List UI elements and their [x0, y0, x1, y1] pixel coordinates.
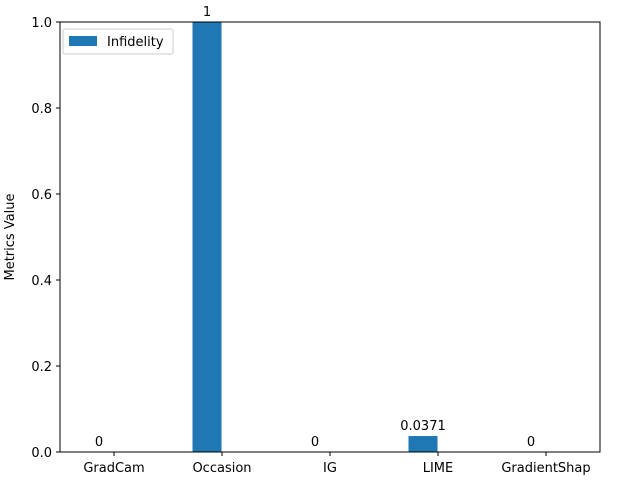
- data-labels-layer: 0 1 0 0.0371 0: [95, 5, 535, 450]
- y-axis-label: Metrics Value: [3, 193, 18, 280]
- bar-occasion: [192, 22, 222, 452]
- data-label-gradientshap: 0: [527, 435, 535, 450]
- x-axis: GradCam Occasion IG LIME GradientShap: [83, 452, 591, 476]
- y-axis: 0.0 0.2 0.4 0.6 0.8 1.0: [31, 16, 60, 461]
- bar-lime: [408, 436, 438, 452]
- legend-label-infidelity: Infidelity: [107, 35, 164, 50]
- x-tick-label-gradcam: GradCam: [83, 461, 144, 476]
- legend-box: [62, 28, 174, 55]
- x-tick-label-lime: LIME: [423, 461, 454, 476]
- legend: Infidelity: [62, 28, 174, 55]
- x-tick-label-occasion: Occasion: [192, 461, 251, 476]
- bars-layer: [192, 22, 438, 452]
- y-tick-label-2: 0.4: [31, 274, 52, 289]
- data-label-gradcam: 0: [95, 435, 103, 450]
- data-label-ig: 0: [311, 435, 319, 450]
- y-tick-label-3: 0.6: [31, 188, 52, 203]
- legend-swatch-infidelity: [69, 36, 97, 46]
- plot-frame: [59, 21, 601, 453]
- y-tick-label-1: 0.2: [31, 360, 52, 375]
- data-label-lime: 0.0371: [400, 419, 446, 434]
- y-tick-label-4: 0.8: [31, 102, 52, 117]
- y-tick-label-5: 1.0: [31, 16, 52, 31]
- x-tick-label-gradientshap: GradientShap: [501, 461, 590, 476]
- x-tick-label-ig: IG: [323, 461, 337, 476]
- y-tick-label-0: 0.0: [31, 446, 52, 461]
- data-label-occasion: 1: [203, 5, 211, 20]
